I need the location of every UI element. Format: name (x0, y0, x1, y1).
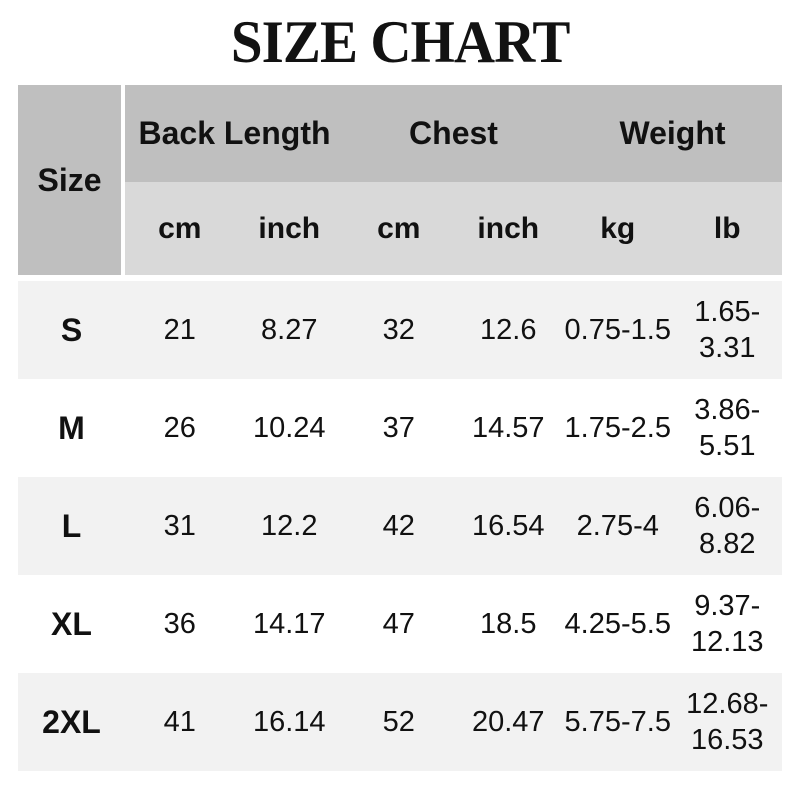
value-cell: 14.57 (471, 411, 545, 444)
value-cell: 16.54 (471, 509, 545, 542)
unit-header-chest-cm: cm (344, 182, 454, 281)
group-header-row: Size Back Length Chest Weight (18, 85, 782, 281)
value-cell: 4.25-5.5 (564, 607, 671, 640)
value-cell: 14.17 (252, 607, 326, 640)
table-row-2xl: 2XL 41 16.14 52 20.47 5.75-7.5 12.68-16.… (18, 673, 782, 771)
value-cell: 12.2 (261, 509, 318, 542)
size-label: S (60, 311, 83, 348)
value-cell: 20.47 (471, 705, 545, 738)
corner-header-size: Size (18, 85, 125, 281)
title-bar: SIZE CHART (0, 0, 800, 85)
unit-header-back-cm: cm (125, 182, 235, 281)
value-cell: 18.5 (480, 607, 537, 640)
size-label: 2XL (42, 703, 101, 740)
table-body: S 21 8.27 32 12.6 0.75-1.5 1.65-3.31 M 2… (18, 281, 782, 771)
value-cell: 26 (163, 411, 196, 444)
value-cell: 21 (163, 313, 196, 346)
value-cell: 5.75-7.5 (564, 705, 671, 738)
value-cell: 31 (163, 509, 196, 542)
table-row-m: M 26 10.24 37 14.57 1.75-2.5 3.86-5.51 (18, 379, 782, 477)
size-chart-table: Size Back Length Chest Weight cm inch cm… (18, 85, 782, 771)
size-label: M (58, 409, 85, 446)
unit-header-kg: kg (563, 182, 673, 281)
value-cell: 10.24 (252, 411, 326, 444)
value-cell: 36 (163, 607, 196, 640)
page-title: SIZE CHART (230, 9, 570, 75)
table-header: Size Back Length Chest Weight cm inch cm… (18, 85, 782, 281)
size-label: L (61, 507, 82, 544)
value-cell: 41 (163, 705, 196, 738)
value-cell: 47 (382, 607, 415, 640)
value-cell: 1.65-3.31 (694, 295, 761, 364)
table-row-l: L 31 12.2 42 16.54 2.75-4 6.06-8.82 (18, 477, 782, 575)
value-cell: 0.75-1.5 (564, 313, 671, 346)
value-cell: 52 (382, 705, 415, 738)
group-header-chest: Chest (344, 85, 563, 182)
value-cell: 1.75-2.5 (564, 411, 671, 444)
value-cell: 3.86-5.51 (694, 393, 761, 462)
value-cell: 8.27 (261, 313, 318, 346)
value-cell: 6.06-8.82 (694, 491, 761, 560)
value-cell: 2.75-4 (576, 509, 659, 542)
unit-header-back-inch: inch (234, 182, 344, 281)
value-cell: 12.68-16.53 (686, 687, 769, 756)
group-header-back-length: Back Length (125, 85, 344, 182)
value-cell: 16.14 (252, 705, 326, 738)
size-label: XL (51, 605, 92, 642)
group-header-weight: Weight (563, 85, 782, 182)
table-row-s: S 21 8.27 32 12.6 0.75-1.5 1.65-3.31 (18, 281, 782, 379)
value-cell: 42 (382, 509, 415, 542)
value-cell: 9.37-12.13 (690, 589, 764, 658)
value-cell: 12.6 (480, 313, 537, 346)
unit-header-lb: lb (672, 182, 782, 281)
unit-header-chest-inch: inch (453, 182, 563, 281)
table-row-xl: XL 36 14.17 47 18.5 4.25-5.5 9.37-12.13 (18, 575, 782, 673)
unit-header-row: cm inch cm inch kg lb (18, 182, 782, 281)
value-cell: 37 (382, 411, 415, 444)
value-cell: 32 (382, 313, 415, 346)
